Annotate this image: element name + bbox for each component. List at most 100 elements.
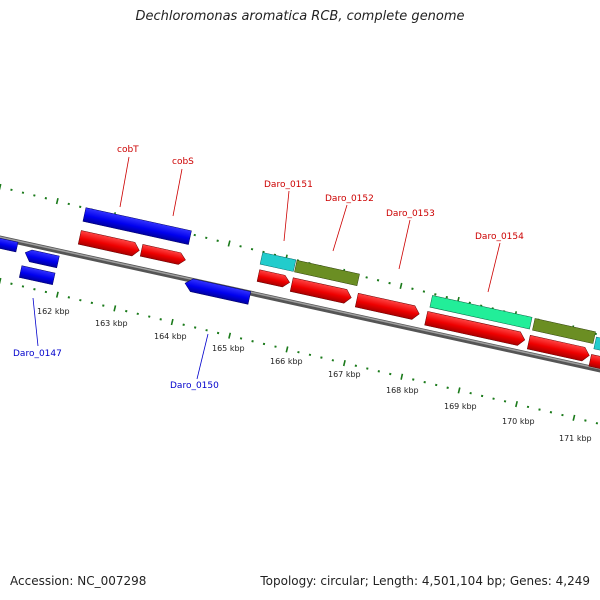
outer-row-minor-tick	[239, 245, 242, 248]
gene-label-daro-0154[interactable]: Daro_0154	[475, 232, 524, 242]
scale-row-minor-tick	[33, 287, 36, 291]
accession-label: Accession: NC_007298	[10, 574, 147, 588]
outer-row-major-tick	[227, 240, 231, 247]
scale-row-minor-tick	[549, 411, 553, 414]
gene-label-cobS[interactable]: cobS	[172, 157, 194, 167]
outer-row-minor-tick	[205, 236, 208, 240]
genome-backbone-line	[0, 235, 600, 373]
scale-row-minor-tick	[389, 372, 392, 376]
scale-row-minor-tick	[79, 298, 82, 302]
scale-row-major-tick	[572, 414, 576, 421]
daro-0154-leader-line	[487, 242, 501, 293]
scale-row-minor-tick	[125, 309, 128, 313]
cyan-domain-feature[interactable]	[259, 252, 297, 272]
cobT-forward-feature[interactable]	[77, 230, 141, 258]
daro-0147-leader-line	[32, 297, 39, 347]
daro-0150-reverse-feature[interactable]	[184, 277, 252, 305]
outer-row-minor-tick	[250, 247, 254, 251]
scale-row-minor-tick	[148, 315, 151, 318]
scale-row-minor-tick	[561, 413, 564, 417]
gene-label-daro-0153[interactable]: Daro_0153	[386, 209, 435, 219]
daro-0152-leader-line	[332, 204, 348, 252]
outer-row-minor-tick	[388, 281, 391, 285]
outer-row-minor-tick	[365, 276, 368, 279]
scale-row-minor-tick	[469, 391, 472, 395]
gene-label-cobT[interactable]: cobT	[117, 145, 139, 155]
scale-row-major-tick	[0, 277, 2, 285]
scale-label-163: 163 kbp	[95, 319, 128, 328]
cobS-leader-line	[172, 168, 183, 217]
scale-label-169: 169 kbp	[444, 402, 477, 411]
gene-label-daro-0152[interactable]: Daro_0152	[325, 194, 374, 204]
map-title: Dechloromonas aromatica RCB, complete ge…	[135, 9, 465, 24]
daro-0151-leader-line	[283, 190, 290, 242]
scale-row-minor-tick	[503, 400, 507, 403]
scale-label-166: 166 kbp	[270, 357, 303, 366]
scale-row-minor-tick	[412, 378, 415, 381]
outer-row-major-tick	[55, 198, 59, 205]
scale-tick-row	[0, 277, 599, 425]
cobT-cobS-reverse-feature[interactable]	[82, 207, 192, 245]
olive-domain-feature-2[interactable]	[532, 318, 596, 344]
outer-row-minor-tick	[67, 202, 70, 206]
daro-0151-forward-feature[interactable]	[256, 269, 291, 289]
outer-row-minor-tick	[434, 293, 437, 296]
gene-label-daro-0147[interactable]: Daro_0147	[13, 349, 62, 359]
scale-row-major-tick	[228, 332, 232, 339]
scale-row-major-tick	[170, 318, 174, 326]
scale-row-minor-tick	[239, 337, 243, 340]
scale-row-minor-tick	[10, 282, 13, 285]
genome-summary-label: Topology: circular; Length: 4,501,104 bp…	[260, 574, 590, 588]
daro-0152-forward-feature[interactable]	[289, 277, 353, 305]
scale-label-170: 170 kbp	[502, 417, 535, 426]
scale-label-162: 162 kbp	[37, 307, 70, 316]
daro-0150-leader-line	[196, 333, 209, 380]
outer-row-minor-tick	[33, 194, 36, 197]
cobS-forward-feature[interactable]	[139, 244, 187, 265]
daro-0154-forward-feature[interactable]	[424, 311, 527, 346]
daro-0147-small-reverse-feature[interactable]	[24, 249, 60, 269]
scale-label-168: 168 kbp	[386, 386, 419, 395]
gene-label-daro-0151[interactable]: Daro_0151	[264, 180, 313, 190]
scale-row-minor-tick	[297, 350, 300, 354]
daro-0155-forward-feature[interactable]	[526, 334, 591, 362]
daro-0153-leader-line	[398, 219, 411, 270]
scale-row-minor-tick	[331, 359, 335, 362]
cobT-leader-line	[119, 156, 130, 208]
scale-row-minor-tick	[193, 326, 197, 329]
outer-row-minor-tick	[193, 233, 196, 237]
outer-row-minor-tick	[44, 197, 48, 200]
outer-row-minor-tick	[216, 239, 219, 242]
spring-green-domain-feature[interactable]	[429, 295, 533, 330]
olive-domain-feature[interactable]	[294, 259, 360, 287]
scale-row-minor-tick	[492, 397, 495, 400]
outer-row-major-tick	[399, 282, 403, 289]
outer-row-minor-tick	[376, 279, 380, 282]
scale-row-minor-tick	[21, 285, 25, 288]
scale-row-major-tick	[113, 305, 117, 312]
daro-0153-forward-feature[interactable]	[354, 292, 421, 320]
scale-row-major-tick	[342, 360, 346, 367]
daro-0146-reverse-feature[interactable]	[0, 236, 19, 253]
genome-backbone-highlight	[0, 236, 600, 370]
scale-row-major-tick	[285, 346, 289, 353]
scale-label-165: 165 kbp	[212, 344, 245, 353]
scale-row-minor-tick	[446, 386, 449, 389]
outer-row-minor-tick	[21, 191, 25, 194]
scale-label-164: 164 kbp	[154, 332, 187, 341]
scale-row-major-tick	[515, 401, 518, 408]
scale-row-minor-tick	[67, 296, 71, 299]
scale-label-167: 167 kbp	[328, 370, 361, 379]
daro-0147-reverse-feature[interactable]	[19, 265, 56, 286]
scale-label-171: 171 kbp	[559, 434, 592, 443]
scale-row-major-tick	[457, 387, 461, 394]
cyan-domain-feature-2[interactable]	[593, 336, 600, 352]
gene-label-daro-0150[interactable]: Daro_0150	[170, 381, 219, 391]
scale-row-minor-tick	[90, 301, 94, 305]
scale-row-minor-tick	[354, 364, 358, 368]
scale-row-major-tick	[55, 291, 59, 298]
scale-row-minor-tick	[251, 339, 254, 343]
scale-row-minor-tick	[136, 312, 139, 316]
